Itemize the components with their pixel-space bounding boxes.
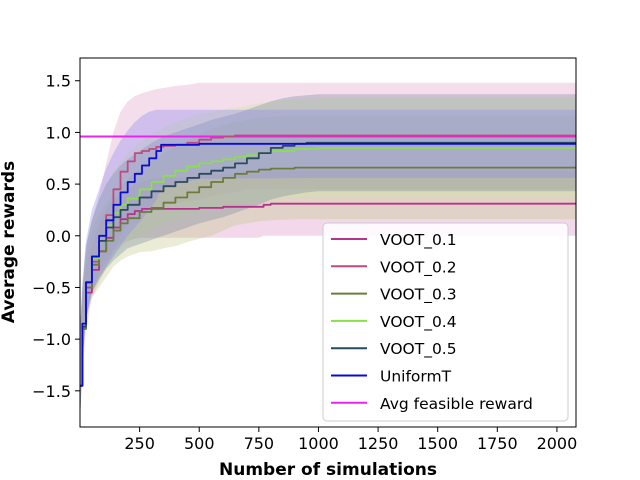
band-uniformt [80,109,576,422]
legend-label: UniformT [380,368,452,386]
y-tick-label: −1.5 [32,382,71,401]
legend-label: VOOT_0.4 [380,313,457,332]
series-line-uniformt [80,142,576,387]
legend: VOOT_0.1 VOOT_0.2 VOOT_0.3 VOOT_0.4 VOOT_0.5… [322,222,569,422]
x-tick-label: 750 [244,434,275,453]
y-tick-label: 0.5 [46,175,71,194]
series-lines [80,134,576,387]
legend-label: VOOT_0.1 [380,231,457,250]
x-tick-label: 1500 [417,434,458,453]
y-tick-label: −1.0 [32,330,71,349]
y-axis-ticks: 1.5 1.0 0.5 0.0 −0.5 −1.0 −1.5 [32,72,80,401]
y-axis-title: Average rewards [0,161,19,323]
x-axis-title: Number of simulations [219,460,437,480]
legend-box [322,222,569,422]
x-tick-label: 500 [184,434,215,453]
x-tick-label: 1750 [477,434,518,453]
legend-label: VOOT_0.2 [380,258,457,277]
x-tick-label: 250 [124,434,155,453]
x-tick-label: 1000 [298,434,339,453]
plot-frame [79,57,577,428]
y-tick-label: −0.5 [32,278,71,297]
band-voot-0-4 [80,98,576,422]
y-tick-label: 1.5 [46,72,71,91]
series-line-voot-0-1 [80,202,576,387]
band-voot-0-3 [80,115,576,422]
x-tick-label: 2000 [537,434,578,453]
legend-label: VOOT_0.5 [380,340,457,359]
legend-label: Avg feasible reward [380,395,533,413]
x-axis-ticks: 250 500 750 1000 1250 1500 1750 2000 [124,427,577,453]
y-tick-label: 0.0 [46,227,71,246]
x-tick-label: 1250 [358,434,399,453]
band-voot-0-5 [80,94,576,422]
series-line-voot-0-5 [80,141,576,387]
legend-label: VOOT_0.3 [380,286,457,305]
y-tick-label: 1.0 [46,123,71,142]
